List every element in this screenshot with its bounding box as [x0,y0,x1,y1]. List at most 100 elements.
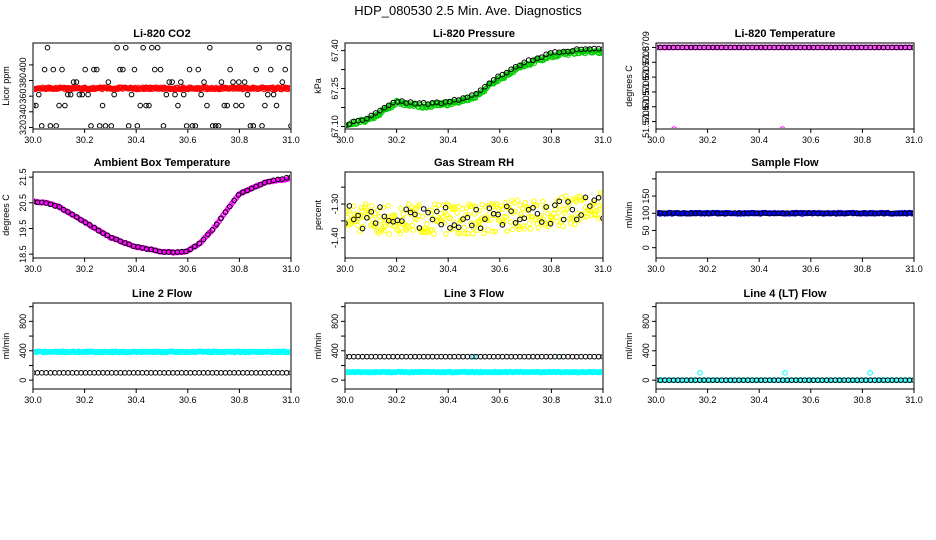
data-point [70,79,77,85]
data-point [91,66,97,73]
data-point [895,377,902,383]
data-point [122,44,129,51]
x-tick-label: 30.2 [388,395,406,405]
data-point [364,214,370,221]
data-point [657,377,662,383]
data-point [259,123,265,128]
x-tick-label: 30.8 [231,264,249,274]
x-tick-label: 31.0 [282,264,300,274]
data-point [694,377,701,383]
chart-panel: Li-820 Temperature 30.0 30.2 30.4 30.6 30.8 31… [624,28,923,145]
data-point [538,219,545,225]
x-tick-label: 30.6 [179,264,197,274]
data-point [180,91,187,98]
x-tick-label: 30.2 [388,264,406,274]
data-point [157,66,164,73]
data-point [465,211,472,218]
y-tick-label: 360 [18,89,28,104]
plot-frame [32,171,292,259]
data-point [218,215,224,222]
data-point [279,79,286,85]
data-point [697,370,703,376]
data-point [657,44,661,51]
data-point [282,66,289,73]
data-point [461,224,467,231]
data-point [64,91,71,98]
data-point [469,230,476,237]
data-point [869,44,875,51]
data-point [209,123,216,128]
data-point [565,199,571,205]
data-point [201,79,207,85]
data-point [192,243,198,250]
data-point [552,202,558,208]
data-point [209,227,216,233]
data-point [134,123,141,128]
data-point [441,220,448,226]
data-point [891,44,897,51]
x-tick-label: 30.6 [179,395,197,405]
data-point [910,210,913,216]
data-point [368,112,375,119]
data-point [799,377,805,383]
x-tick-label: 30.0 [647,395,665,405]
data-point [73,79,80,85]
data-point [447,225,453,231]
y-tick-label: 400 [641,343,651,358]
chart-title: Li-820 CO2 [133,28,190,40]
data-point [439,214,446,221]
data-point [517,62,523,69]
x-tick-label: 30.8 [543,264,561,274]
x-tick-label: 30.6 [179,135,197,145]
data-point [782,370,788,376]
x-tick-label: 30.0 [647,135,665,145]
data-point [377,107,383,114]
y-tick-label: 340 [18,104,28,119]
x-tick-label: 30.2 [388,135,406,145]
data-point [41,66,48,73]
data-point [769,44,775,51]
data-point [504,228,511,234]
x-tick-label: 30.8 [854,395,872,405]
x-tick-label: 30.8 [543,395,561,405]
data-point [372,220,379,226]
data-point [743,44,749,51]
x-tick-label: 30.0 [336,135,354,145]
data-point [543,204,549,210]
data-point [36,91,42,98]
data-point [703,44,709,51]
data-point [869,377,876,383]
data-point [482,83,488,90]
y-tick-label: 0 [330,378,340,383]
data-point [469,203,475,209]
data-point [539,198,546,205]
data-point [382,223,389,229]
data-point [720,377,727,383]
data-point [597,190,602,196]
data-point [581,195,587,202]
data-point [359,225,366,232]
data-point [447,98,453,105]
data-point [477,87,484,93]
data-point [105,79,112,85]
data-point [571,221,578,228]
data-point [407,209,414,216]
data-point [495,211,501,218]
data-point [218,79,225,85]
data-point [356,228,363,235]
data-point [34,102,39,109]
data-point [454,210,460,216]
data-point [369,216,376,223]
data-point [265,91,271,98]
data-point [911,210,913,216]
data-point [733,377,740,383]
data-point [381,227,387,234]
y-axis-label: ml/min [624,202,634,229]
y-tick-label: 51.5708 [641,46,651,79]
plot-frame [344,302,604,390]
data-point [865,44,871,51]
data-point [547,220,554,227]
data-point [587,203,593,209]
data-point [233,102,239,109]
data-point [34,102,36,109]
